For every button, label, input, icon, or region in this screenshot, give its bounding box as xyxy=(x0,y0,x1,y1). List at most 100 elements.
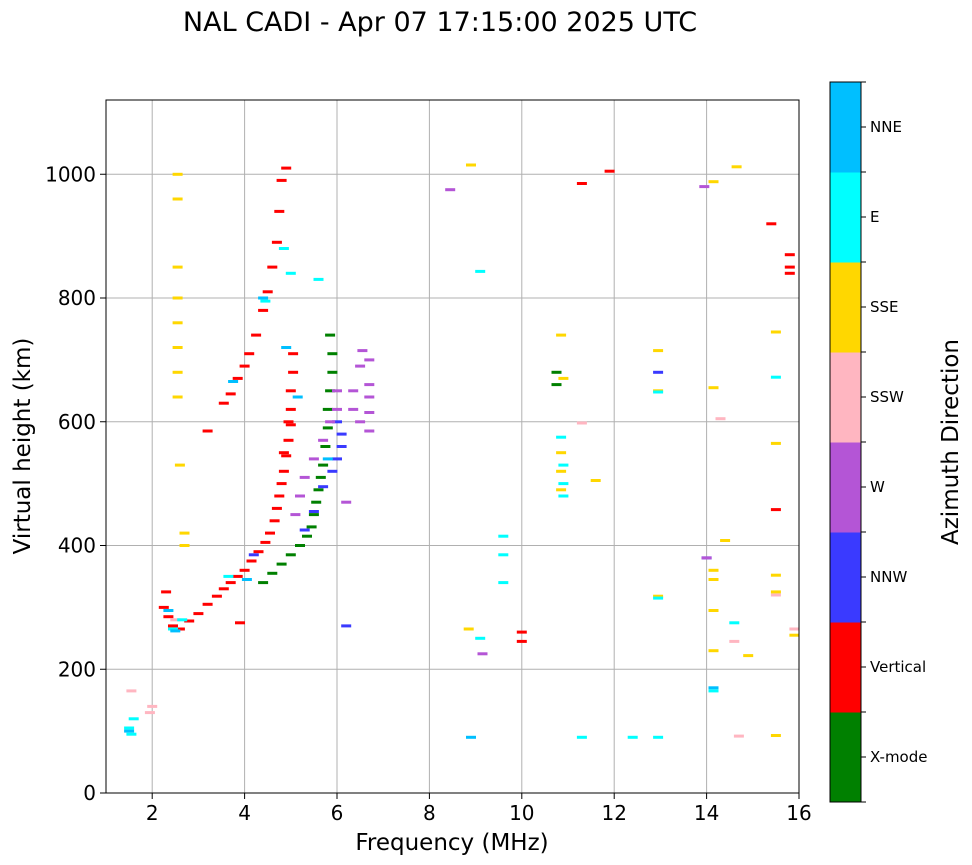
data-point xyxy=(244,352,255,356)
data-point xyxy=(246,559,257,563)
colorbar-tick-label: NNW xyxy=(870,568,907,586)
data-point xyxy=(177,618,188,622)
data-point xyxy=(355,364,366,368)
data-point xyxy=(364,411,375,414)
y-tick-label: 200 xyxy=(58,657,96,681)
data-point xyxy=(332,407,342,411)
data-point xyxy=(699,185,710,189)
y-tick-label: 800 xyxy=(58,286,96,310)
data-point xyxy=(172,265,183,269)
data-point xyxy=(295,544,305,547)
data-point xyxy=(708,386,719,390)
data-point xyxy=(308,457,319,461)
colorbar-segment xyxy=(830,442,861,533)
data-point xyxy=(278,469,289,473)
data-point xyxy=(239,568,250,572)
y-tick-label: 1000 xyxy=(45,162,96,186)
data-point xyxy=(325,333,336,337)
data-point xyxy=(158,605,169,609)
data-point xyxy=(172,370,183,374)
data-point xyxy=(498,581,509,585)
data-point xyxy=(556,435,567,439)
data-point xyxy=(258,308,269,312)
data-point xyxy=(720,539,731,542)
data-point xyxy=(124,729,135,733)
data-point xyxy=(731,165,742,169)
data-point xyxy=(258,581,269,585)
y-tick-label: 400 xyxy=(58,534,96,558)
data-point xyxy=(172,395,183,399)
data-point xyxy=(276,178,287,182)
data-point xyxy=(770,734,781,737)
data-point xyxy=(729,621,740,625)
data-point xyxy=(708,568,719,572)
colorbar: X-mode Vertical NNW W SSW SSE E NNE xyxy=(830,81,927,803)
data-point xyxy=(172,296,183,300)
y-axis: 0 200 400 600 800 1000 xyxy=(45,162,106,805)
x-tick-label: 2 xyxy=(146,801,159,825)
data-point xyxy=(364,395,375,399)
data-point xyxy=(223,574,234,578)
data-point xyxy=(202,602,213,606)
series-vertical xyxy=(158,166,795,643)
data-point xyxy=(604,169,615,173)
data-point xyxy=(126,732,137,736)
data-point xyxy=(168,627,178,631)
data-point xyxy=(170,629,181,633)
data-point xyxy=(225,581,236,585)
data-point xyxy=(364,383,375,387)
data-point xyxy=(733,734,744,738)
data-point xyxy=(260,299,271,303)
data-point xyxy=(498,553,509,557)
series-w xyxy=(290,185,712,656)
y-tick-label: 0 xyxy=(83,781,96,805)
colorbar-tick-label: W xyxy=(870,478,885,496)
data-point xyxy=(302,534,312,538)
data-point xyxy=(202,429,213,433)
plot-frame xyxy=(105,99,800,794)
data-point xyxy=(556,451,567,455)
data-point xyxy=(556,333,567,337)
data-point xyxy=(576,735,587,739)
data-point xyxy=(265,531,275,535)
data-point xyxy=(498,534,509,538)
data-point xyxy=(318,485,329,489)
data-point xyxy=(348,407,359,411)
data-point xyxy=(285,423,296,427)
data-point xyxy=(327,352,338,356)
data-point xyxy=(193,612,204,616)
data-point xyxy=(770,590,781,594)
data-point xyxy=(770,573,781,577)
data-point xyxy=(174,463,185,467)
data-point xyxy=(318,463,329,467)
data-point xyxy=(475,636,486,640)
data-point xyxy=(278,451,289,455)
data-point xyxy=(260,540,271,544)
series-e xyxy=(124,247,781,739)
data-point xyxy=(770,508,781,512)
data-point xyxy=(267,571,278,575)
data-point xyxy=(729,639,740,643)
data-point xyxy=(708,686,719,690)
data-point xyxy=(292,395,303,399)
data-point xyxy=(267,265,278,269)
data-point xyxy=(466,163,476,167)
data-point xyxy=(278,247,289,250)
x-tick-label: 12 xyxy=(601,801,626,825)
data-point xyxy=(313,277,324,281)
data-point xyxy=(276,482,287,486)
data-point xyxy=(784,265,795,269)
data-point xyxy=(708,689,719,693)
data-point xyxy=(364,358,375,362)
data-point xyxy=(558,494,569,498)
data-point xyxy=(239,364,250,368)
data-point xyxy=(288,370,299,374)
data-point xyxy=(248,553,259,557)
data-point xyxy=(262,290,273,294)
data-point xyxy=(258,296,269,300)
data-point xyxy=(336,432,347,436)
data-point xyxy=(325,420,336,424)
colorbar-segment xyxy=(830,262,861,353)
y-axis-label: Virtual height (km) xyxy=(10,338,36,555)
